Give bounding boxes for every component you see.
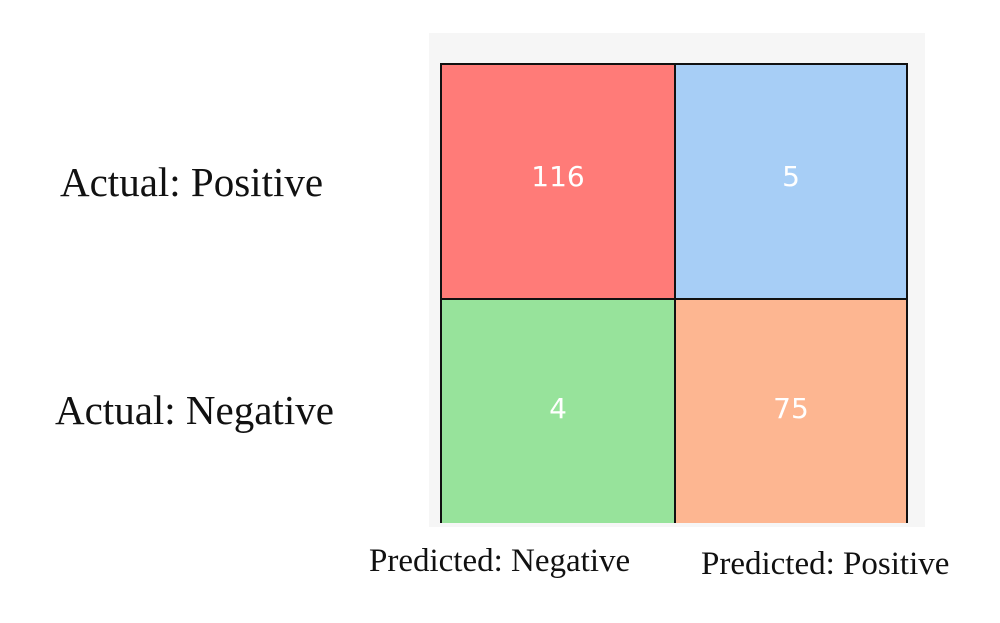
column-label-predicted-positive: Predicted: Positive [701, 546, 950, 582]
cell-actual-positive-predicted-positive: 5 [676, 65, 906, 298]
column-label-predicted-negative: Predicted: Negative [369, 543, 631, 579]
cell-value: 75 [773, 391, 809, 425]
cell-actual-negative-predicted-positive: 75 [676, 300, 906, 523]
cell-actual-negative-predicted-negative: 4 [442, 300, 674, 523]
row-label-actual-negative: Actual: Negative [55, 387, 334, 433]
row-label-actual-positive: Actual: Positive [60, 159, 324, 205]
cell-value: 4 [549, 391, 567, 425]
row-divider [442, 298, 906, 300]
cell-value: 5 [782, 159, 800, 193]
confusion-matrix: 116 5 4 75 [440, 63, 908, 523]
cell-value: 116 [531, 159, 585, 193]
column-divider [674, 65, 676, 523]
cell-actual-positive-predicted-negative: 116 [442, 65, 674, 298]
